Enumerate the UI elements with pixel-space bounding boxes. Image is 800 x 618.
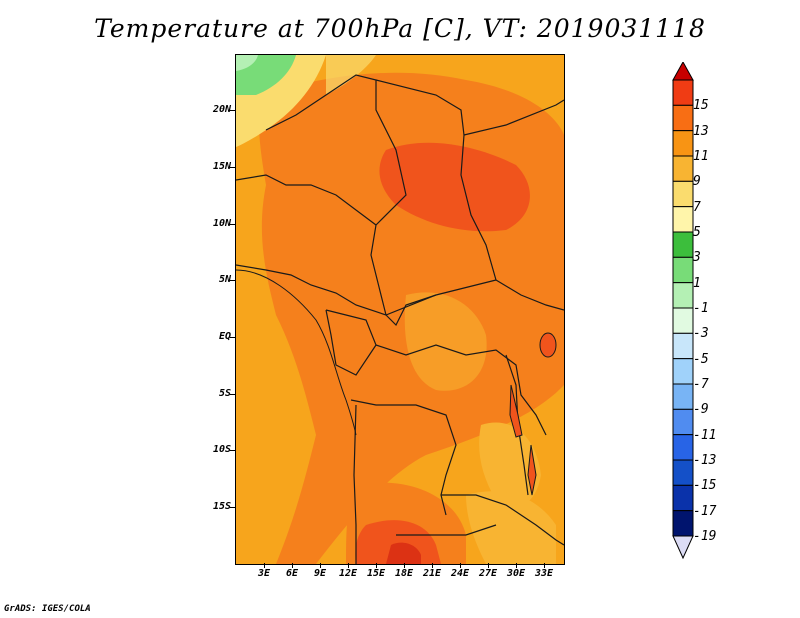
- lon-label-21e: 21E: [422, 568, 442, 579]
- colorbar-label: -19: [693, 529, 717, 544]
- lon-label-6e: 6E: [285, 568, 299, 579]
- colorbar-label: -13: [693, 453, 717, 468]
- lon-tick: [404, 563, 405, 568]
- patch-south-east: [466, 491, 556, 564]
- colorbar-label: 15: [693, 98, 709, 114]
- colorbar-label: -7: [693, 377, 709, 392]
- colorbar-box: [672, 459, 694, 486]
- patch-lakes: [479, 422, 541, 507]
- country-borders: [236, 74, 564, 564]
- hotspot-core: [386, 542, 421, 564]
- lon-tick: [292, 563, 293, 568]
- lon-tick: [516, 563, 517, 568]
- colorbar-top-arrow: [672, 62, 694, 81]
- hotspot-sahel: [379, 142, 530, 232]
- colorbar-box: [672, 231, 694, 258]
- colorbar-box: [672, 256, 694, 284]
- colorbar-label: -1: [693, 301, 709, 316]
- colorbar: [672, 62, 694, 560]
- lon-tick: [348, 563, 349, 568]
- lon-tick: [460, 563, 461, 568]
- lat-tick: [230, 507, 235, 508]
- lat-label-15n: 15N: [212, 161, 231, 172]
- colorbar-box: [672, 104, 694, 132]
- colorbar-label: -5: [693, 351, 709, 367]
- lon-tick: [320, 563, 321, 568]
- temperature-field: [236, 55, 564, 564]
- colorbar-box: [672, 408, 694, 436]
- lon-label-9e: 9E: [313, 568, 327, 579]
- colorbar-boxes: [672, 79, 694, 537]
- lat-label-5s: 5S: [218, 388, 231, 399]
- colorbar-box: [672, 307, 694, 334]
- colorbar-box: [672, 484, 694, 512]
- lon-label-12e: 12E: [338, 568, 358, 579]
- lon-label-24e: 24E: [450, 568, 470, 579]
- colorbar-box: [672, 358, 694, 385]
- west-coast: [236, 269, 357, 436]
- lat-tick: [230, 167, 235, 168]
- lon-label-15e: 15E: [366, 568, 386, 579]
- colorbar-box: [672, 79, 694, 106]
- colorbar-label: 3: [693, 250, 701, 266]
- colorbar-box: [672, 510, 694, 537]
- field-region-cool-light: [236, 55, 258, 71]
- lon-label-30e: 30E: [506, 568, 526, 579]
- colorbar-label: -11: [693, 427, 717, 443]
- lon-tick: [264, 563, 265, 568]
- colorbar-box: [672, 130, 694, 157]
- lon-label-3e: 3E: [257, 568, 271, 579]
- colorbar-box: [672, 282, 694, 309]
- lat-label-10n: 10N: [212, 218, 231, 229]
- lat-tick: [230, 450, 235, 451]
- colorbar-box: [672, 332, 694, 360]
- colorbar-label: 5: [693, 225, 701, 240]
- lat-tick: [230, 337, 235, 338]
- lat-tick: [230, 224, 235, 225]
- lat-tick: [230, 110, 235, 111]
- lat-tick: [230, 280, 235, 281]
- colorbar-label: -15: [693, 478, 717, 494]
- lat-tick: [230, 394, 235, 395]
- patch-central: [404, 292, 487, 391]
- chart-title: Temperature at 700hPa [C], VT: 201903111…: [94, 14, 706, 43]
- lat-label-15s: 15S: [212, 501, 231, 512]
- lon-tick: [488, 563, 489, 568]
- colorbar-box: [672, 434, 694, 461]
- colorbar-label: 13: [693, 123, 709, 139]
- lon-tick: [376, 563, 377, 568]
- credit-text: GrADS: IGES/COLA: [4, 604, 91, 614]
- colorbar-label: -17: [693, 503, 717, 519]
- lon-tick: [544, 563, 545, 568]
- colorbar-label: 7: [693, 199, 701, 215]
- lat-label-10s: 10S: [212, 444, 231, 455]
- colorbar-label: -3: [693, 326, 709, 342]
- colorbar-box: [672, 383, 694, 410]
- lat-label-5n: 5N: [218, 274, 231, 285]
- great-lakes: [509, 332, 557, 496]
- colorbar-label: 11: [693, 149, 709, 164]
- lon-label-18e: 18E: [394, 568, 414, 579]
- colorbar-box: [672, 155, 694, 182]
- map-panel: [235, 54, 565, 565]
- colorbar-label: 1: [693, 275, 701, 291]
- colorbar-bottom-arrow: [672, 535, 694, 560]
- lon-tick: [432, 563, 433, 568]
- colorbar-box: [672, 180, 694, 208]
- lon-label-33e: 33E: [534, 568, 554, 579]
- colorbar-label: 9: [693, 174, 701, 190]
- lat-label-20n: 20N: [212, 104, 231, 115]
- lon-label-27e: 27E: [478, 568, 498, 579]
- lat-label-eq: EQ: [218, 331, 231, 342]
- colorbar-box: [672, 206, 694, 233]
- colorbar-label: -9: [693, 402, 709, 418]
